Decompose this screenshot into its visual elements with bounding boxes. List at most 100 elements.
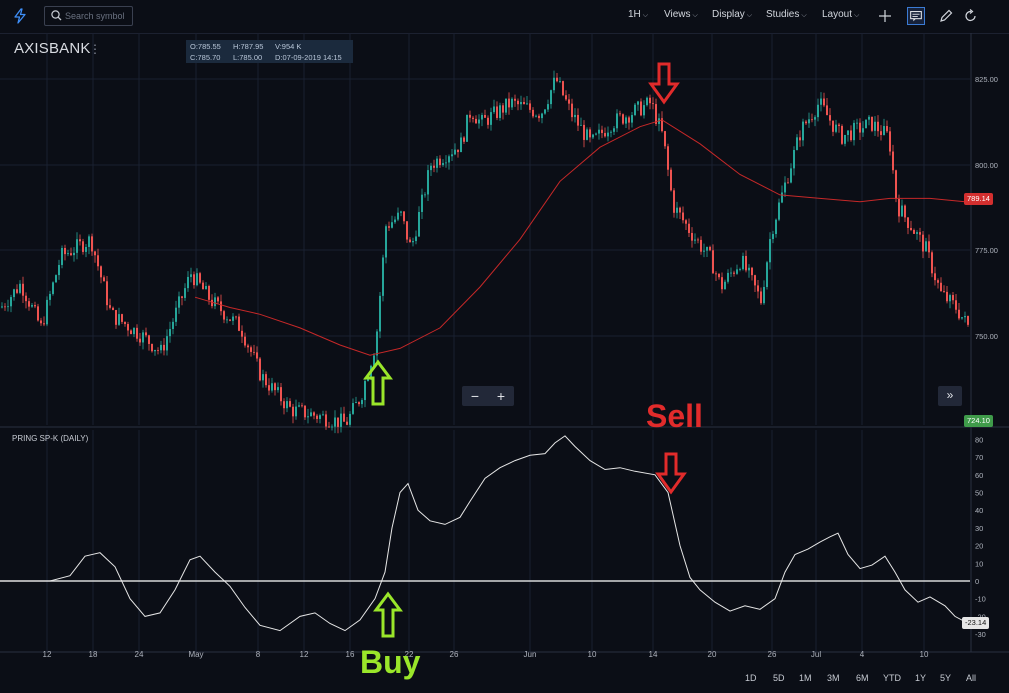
indicator-axis-label: 0 bbox=[975, 577, 979, 586]
candle-body bbox=[703, 250, 705, 252]
candle-body bbox=[1, 306, 3, 308]
timeframe-6m-button[interactable]: 6M bbox=[856, 673, 869, 683]
candle-body bbox=[343, 413, 345, 422]
candle-body bbox=[337, 417, 339, 427]
layout-dropdown[interactable]: Layout ⌵ bbox=[822, 9, 859, 20]
candle-body bbox=[727, 272, 729, 282]
zoom-out-button[interactable]: − bbox=[470, 388, 480, 404]
timeframe-1m-button[interactable]: 1M bbox=[799, 673, 812, 683]
candle-body bbox=[283, 401, 285, 409]
refresh-icon[interactable] bbox=[962, 7, 980, 25]
candle-body bbox=[529, 103, 531, 110]
candle-body bbox=[817, 104, 819, 118]
views-dropdown[interactable]: Views ⌵ bbox=[664, 9, 698, 20]
candle-body bbox=[163, 344, 165, 351]
candle-body bbox=[634, 104, 636, 116]
candle-body bbox=[454, 149, 456, 155]
candle-body bbox=[37, 306, 39, 321]
candle-body bbox=[844, 134, 846, 144]
candle-body bbox=[196, 273, 198, 286]
candle-body bbox=[433, 165, 435, 168]
studies-dropdown[interactable]: Studies ⌵ bbox=[766, 9, 807, 20]
indicator-axis-label: 40 bbox=[975, 506, 983, 515]
time-axis-label: 26 bbox=[768, 650, 777, 659]
timeframe-5d-button[interactable]: 5D bbox=[773, 673, 785, 683]
display-dropdown[interactable]: Display ⌵ bbox=[712, 9, 752, 20]
candle-body bbox=[568, 99, 570, 104]
candle-body bbox=[763, 286, 765, 304]
chart-area[interactable]: 825.00800.00775.00750.008070605040302010… bbox=[0, 33, 1009, 668]
timeframe-1y-button[interactable]: 1Y bbox=[915, 673, 927, 683]
open-value: O:785.55 bbox=[190, 42, 221, 51]
search-input[interactable] bbox=[65, 9, 129, 23]
zoom-in-button[interactable]: + bbox=[496, 388, 506, 404]
date-value: D:07-09-2019 14:15 bbox=[275, 53, 342, 62]
candle-body bbox=[793, 149, 795, 169]
timeframe-all-button[interactable]: All bbox=[966, 673, 977, 683]
candle-body bbox=[364, 381, 366, 401]
search-box[interactable] bbox=[44, 6, 133, 26]
candle-body bbox=[340, 413, 342, 427]
candle-body bbox=[847, 130, 849, 135]
crosshair-icon[interactable] bbox=[876, 7, 894, 25]
candle-body bbox=[643, 105, 645, 116]
more-options-icon[interactable]: ⋮ bbox=[89, 42, 101, 56]
candle-body bbox=[706, 246, 708, 251]
timeframe-ytd-button[interactable]: YTD bbox=[883, 673, 901, 683]
candle-body bbox=[739, 269, 741, 270]
scroll-to-latest-button[interactable]: » bbox=[938, 386, 962, 406]
candle-body bbox=[535, 115, 537, 117]
candle-body bbox=[79, 239, 81, 242]
lightning-logo-icon[interactable] bbox=[12, 8, 28, 24]
candle-body bbox=[235, 316, 237, 318]
candle-body bbox=[877, 121, 879, 132]
candle-body bbox=[61, 247, 63, 265]
candle-body bbox=[832, 120, 834, 132]
candle-body bbox=[382, 257, 384, 296]
candle-body bbox=[304, 405, 306, 418]
candle-body bbox=[136, 327, 138, 339]
candle-body bbox=[820, 98, 822, 105]
comment-icon[interactable] bbox=[907, 7, 925, 25]
candle-body bbox=[925, 241, 927, 252]
candle-body bbox=[172, 321, 174, 329]
candle-body bbox=[712, 250, 714, 274]
candle-body bbox=[334, 417, 336, 427]
pencil-icon[interactable] bbox=[937, 7, 955, 25]
candle-body bbox=[682, 212, 684, 221]
candle-body bbox=[784, 182, 786, 193]
candle-body bbox=[10, 297, 12, 307]
candle-body bbox=[130, 330, 132, 335]
candle-body bbox=[160, 344, 162, 351]
timeframe-1d-button[interactable]: 1D bbox=[745, 673, 757, 683]
candle-body bbox=[208, 285, 210, 300]
timeframe-5y-button[interactable]: 5Y bbox=[940, 673, 952, 683]
candle-body bbox=[862, 128, 864, 133]
buy-annotation: Buy bbox=[360, 644, 421, 680]
indicator-value-tag: -23.14 bbox=[962, 617, 990, 629]
candle-body bbox=[403, 211, 405, 222]
interval-dropdown[interactable]: 1H ⌵ bbox=[628, 9, 648, 20]
candle-body bbox=[346, 421, 348, 425]
candle-body bbox=[520, 102, 522, 105]
candle-body bbox=[922, 234, 924, 252]
candle-body bbox=[151, 343, 153, 352]
candle-body bbox=[178, 296, 180, 308]
candle-body bbox=[46, 299, 48, 325]
timeframe-3m-button[interactable]: 3M bbox=[827, 673, 840, 683]
candle-body bbox=[466, 114, 468, 142]
candle-body bbox=[493, 106, 495, 113]
sell-arrow-price-icon bbox=[648, 62, 680, 105]
candle-body bbox=[214, 297, 216, 307]
candle-body bbox=[184, 288, 186, 298]
candle-body bbox=[505, 98, 507, 113]
candle-body bbox=[220, 301, 222, 312]
candle-body bbox=[19, 283, 21, 293]
candle-body bbox=[775, 219, 777, 235]
candle-body bbox=[313, 412, 315, 416]
candle-body bbox=[91, 236, 93, 252]
candle-body bbox=[517, 100, 519, 105]
candle-body bbox=[502, 105, 504, 113]
candle-body bbox=[226, 319, 228, 321]
candle-body bbox=[523, 102, 525, 105]
